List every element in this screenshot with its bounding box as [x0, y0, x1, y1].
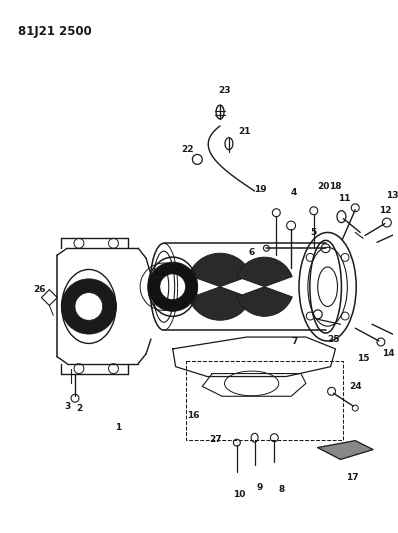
Text: 18: 18	[329, 182, 342, 191]
Text: 26: 26	[33, 285, 46, 294]
Text: 20: 20	[318, 182, 330, 191]
Text: 7: 7	[291, 336, 297, 345]
Text: 10: 10	[232, 490, 245, 499]
Text: 25: 25	[327, 335, 340, 344]
Text: 24: 24	[349, 382, 361, 391]
Text: 8: 8	[278, 484, 284, 494]
Text: 21: 21	[238, 127, 251, 136]
Text: 2: 2	[76, 403, 82, 413]
Text: 1: 1	[115, 423, 121, 432]
Wedge shape	[237, 257, 292, 287]
Bar	[185, 361, 343, 440]
Text: 12: 12	[378, 206, 391, 215]
Text: 11: 11	[338, 195, 351, 204]
Text: 15: 15	[357, 354, 369, 364]
Text: 81J21 2500: 81J21 2500	[18, 25, 92, 38]
Text: 23: 23	[219, 86, 231, 95]
Text: 13: 13	[386, 191, 398, 200]
Wedge shape	[148, 262, 197, 311]
Text: 16: 16	[187, 411, 200, 421]
Wedge shape	[189, 253, 252, 287]
Text: 22: 22	[181, 145, 194, 154]
Text: 14: 14	[382, 349, 395, 358]
Text: 19: 19	[254, 184, 267, 193]
Wedge shape	[189, 287, 252, 320]
Wedge shape	[237, 287, 292, 316]
Text: 3: 3	[64, 402, 70, 410]
Text: 5: 5	[311, 228, 317, 237]
Polygon shape	[318, 441, 373, 459]
Text: 9: 9	[256, 482, 263, 491]
Text: 27: 27	[209, 435, 221, 444]
Wedge shape	[61, 279, 117, 334]
Text: 4: 4	[291, 189, 297, 198]
Text: 6: 6	[248, 248, 255, 257]
Text: 17: 17	[346, 473, 359, 482]
